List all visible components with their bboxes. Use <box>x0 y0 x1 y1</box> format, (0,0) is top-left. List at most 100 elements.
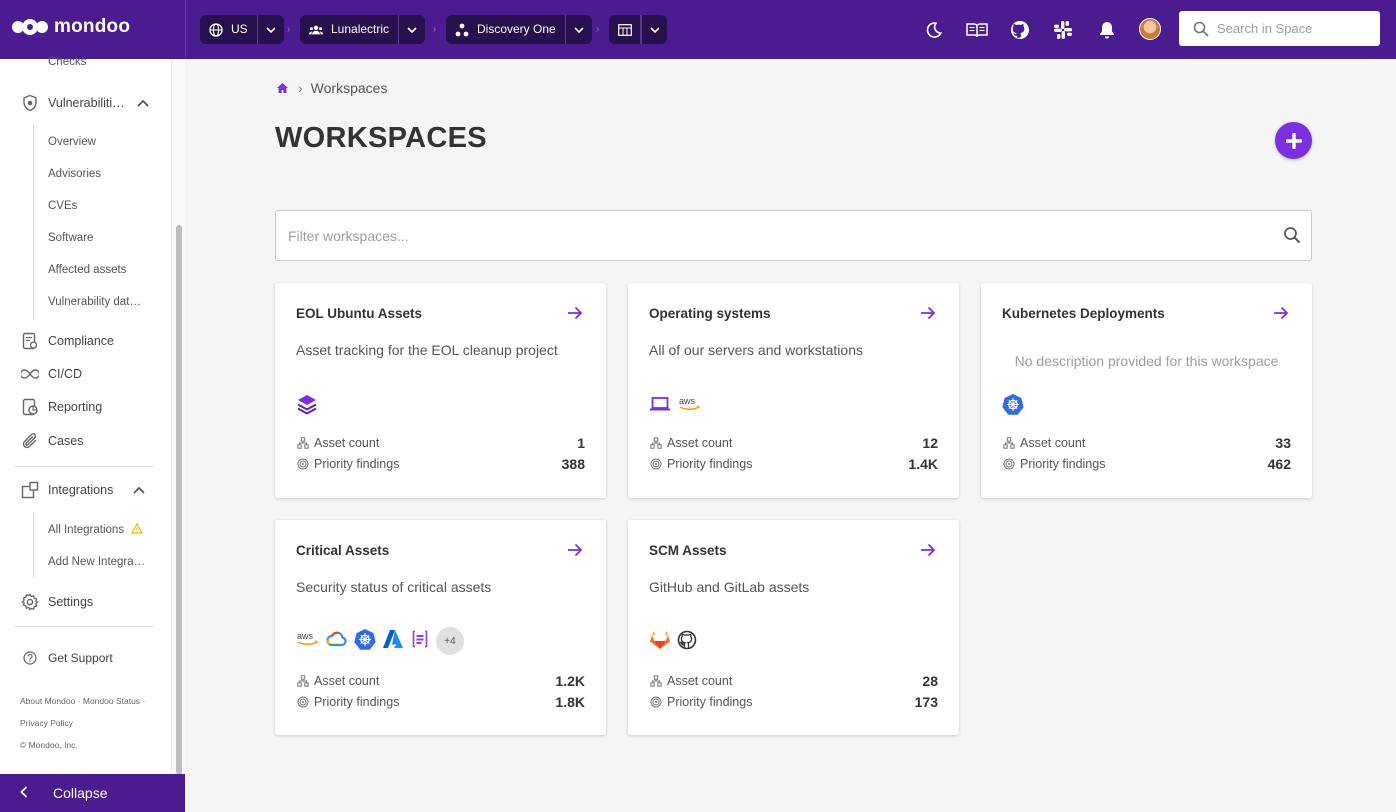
chevron-up-icon[interactable] <box>137 99 149 107</box>
copyright: © Mondoo, Inc. <box>20 740 78 750</box>
chevron-down-icon[interactable] <box>641 15 667 44</box>
sidebar-item-label: All Integrations <box>48 524 125 536</box>
collapse-label: Collapse <box>53 785 108 801</box>
about-link[interactable]: About Mondoo <box>20 696 76 706</box>
aws-icon: aws <box>678 395 702 418</box>
add-workspace-button[interactable] <box>1275 122 1312 159</box>
asset-count-value: 28 <box>922 673 938 689</box>
gcp-icon <box>326 630 348 653</box>
arrow-right-icon[interactable] <box>920 543 936 562</box>
scrollbar-thumb[interactable] <box>176 225 182 775</box>
workspace-grid-icon <box>618 23 632 37</box>
breadcrumb-separator: › <box>596 24 600 35</box>
workspace-title[interactable]: SCM Assets <box>649 543 727 558</box>
user-avatar[interactable] <box>1139 18 1161 40</box>
workspace-filter[interactable] <box>275 210 1312 261</box>
status-link[interactable]: Mondoo Status <box>82 696 141 706</box>
people-icon <box>309 23 323 37</box>
chevron-down-icon[interactable] <box>258 26 284 33</box>
home-icon[interactable] <box>276 82 289 94</box>
footer-links: About Mondoo · Mondoo Status · <box>20 696 145 706</box>
mondoo-logo[interactable]: mondoo <box>12 16 130 38</box>
target-icon <box>1002 457 1016 471</box>
sidebar-item-label: Vulnerabiliti… <box>48 96 125 110</box>
api-icon <box>410 629 430 654</box>
workspace-card[interactable]: Critical Assets Security status of criti… <box>275 520 606 735</box>
arrow-right-icon[interactable] <box>567 306 583 325</box>
workspace-title[interactable]: EOL Ubuntu Assets <box>296 306 423 321</box>
organization-selector[interactable]: Lunalectric <box>300 15 426 44</box>
priority-findings-stat: Priority findings 1.4K <box>649 456 938 472</box>
notifications-bell-icon[interactable] <box>1094 17 1120 43</box>
target-icon <box>296 457 310 471</box>
workspace-title[interactable]: Critical Assets <box>296 543 390 558</box>
search-icon[interactable] <box>1283 226 1301 249</box>
sidebar-item-cves[interactable]: CVEs <box>48 200 78 212</box>
dark-mode-icon[interactable] <box>921 17 947 43</box>
asset-count-stat: Asset count 33 <box>1002 435 1291 451</box>
sidebar-item-advisories[interactable]: Advisories <box>48 168 102 180</box>
gitlab-icon <box>649 630 671 655</box>
priority-findings-stat: Priority findings 462 <box>1002 456 1291 472</box>
arrow-right-icon[interactable] <box>1273 306 1289 325</box>
space-icon <box>455 23 469 37</box>
space-search[interactable] <box>1179 11 1380 46</box>
arrow-right-icon[interactable] <box>920 306 936 325</box>
shield-bug-icon <box>20 93 40 113</box>
sidebar-item-checks[interactable]: Checks <box>48 56 87 68</box>
workspace-card[interactable]: EOL Ubuntu Assets Asset tracking for the… <box>275 283 606 498</box>
sidebar-item-overview[interactable]: Overview <box>48 136 96 148</box>
technology-icons <box>1002 393 1024 418</box>
target-icon <box>296 695 310 709</box>
plus-icon <box>1285 132 1303 150</box>
privacy-link[interactable]: Privacy Policy <box>20 718 73 728</box>
arrow-right-icon[interactable] <box>567 543 583 562</box>
infinity-icon <box>20 364 40 384</box>
sidebar-item-label: Cases <box>48 434 84 448</box>
sidebar-item-affected-assets[interactable]: Affected assets <box>48 264 127 276</box>
sidebar-item-compliance[interactable]: Compliance <box>20 331 114 351</box>
asset-count-stat: Asset count 1 <box>296 435 585 451</box>
sidebar-item-label: CI/CD <box>48 367 83 381</box>
sidebar-item-settings[interactable]: Settings <box>20 592 93 612</box>
workspace-title[interactable]: Kubernetes Deployments <box>1002 306 1165 321</box>
sidebar-item-reporting[interactable]: Reporting <box>20 397 102 417</box>
collapse-button[interactable]: Collapse <box>0 774 185 812</box>
integrations-icon <box>20 480 40 500</box>
azure-icon <box>382 629 404 654</box>
topbar-divider <box>185 0 186 59</box>
sidebar-item-cases[interactable]: Cases <box>20 431 83 451</box>
space-search-input[interactable] <box>1217 21 1377 36</box>
workspace-card[interactable]: SCM Assets GitHub and GitLab assets Asse… <box>628 520 959 735</box>
sidebar-item-add-new-integration[interactable]: Add New Integra… <box>48 556 146 568</box>
region-selector[interactable]: US <box>200 15 284 44</box>
workspace-selector[interactable] <box>609 15 667 44</box>
workspace-card[interactable]: Operating systems All of our servers and… <box>628 283 959 498</box>
chevron-down-icon[interactable] <box>566 26 592 33</box>
sidebar-item-software[interactable]: Software <box>48 232 94 244</box>
priority-findings-value: 462 <box>1267 456 1291 472</box>
space-selector[interactable]: Discovery One <box>446 15 592 44</box>
chevron-down-icon[interactable] <box>399 26 425 33</box>
svg-text:aws: aws <box>679 396 696 406</box>
github-icon <box>677 630 697 655</box>
stat-label: Priority findings <box>667 457 753 471</box>
asset-count-value: 12 <box>922 435 938 451</box>
docs-icon[interactable] <box>964 17 990 43</box>
workspace-title[interactable]: Operating systems <box>649 306 771 321</box>
chevron-up-icon[interactable] <box>133 486 145 494</box>
filter-workspaces-input[interactable] <box>288 227 1268 244</box>
sidebar-item-support[interactable]: Get Support <box>20 648 113 668</box>
github-icon[interactable] <box>1007 17 1033 43</box>
slack-icon[interactable] <box>1050 17 1076 43</box>
sidebar-item-cicd[interactable]: CI/CD <box>20 364 82 384</box>
more-technologies-chip[interactable]: +4 <box>436 627 464 655</box>
compliance-icon <box>20 331 40 351</box>
workspace-card[interactable]: Kubernetes Deployments No description pr… <box>981 283 1312 498</box>
stat-label: Priority findings <box>667 695 753 709</box>
sidebar-item-vulnerabilities[interactable]: Vulnerabiliti… <box>20 93 149 113</box>
sidebar-scrollbar[interactable] <box>171 59 185 812</box>
sidebar-item-vulnerability-database[interactable]: Vulnerability dat… <box>48 296 141 308</box>
sidebar-item-all-integrations[interactable]: All Integrations <box>48 522 144 538</box>
sidebar-item-integrations[interactable]: Integrations <box>20 480 145 500</box>
